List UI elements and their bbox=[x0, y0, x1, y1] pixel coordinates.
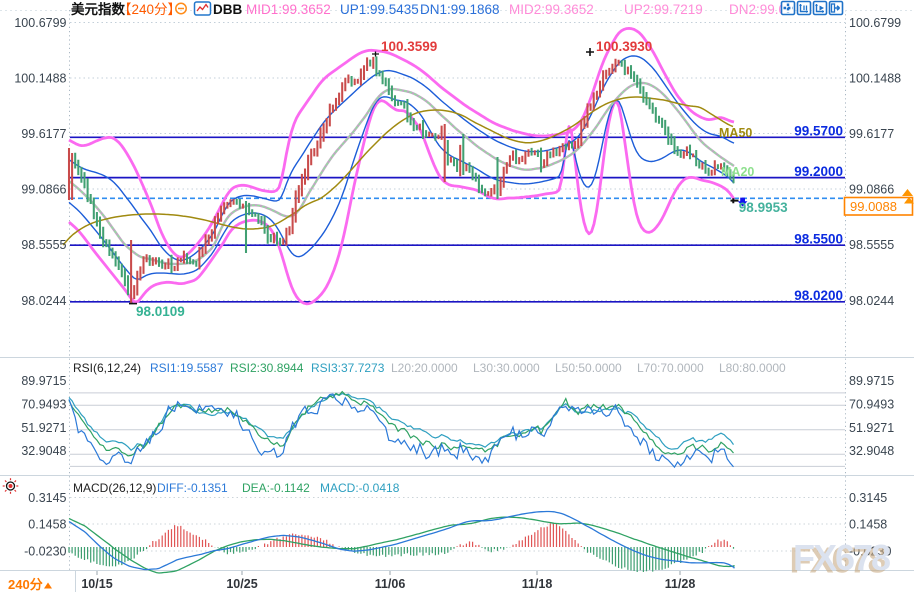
svg-text:98.9953: 98.9953 bbox=[739, 200, 788, 215]
svg-text:UP2:99.7219: UP2:99.7219 bbox=[624, 2, 703, 17]
svg-text:DBB: DBB bbox=[213, 2, 242, 17]
svg-text:99.6177: 99.6177 bbox=[849, 127, 894, 141]
svg-text:70.9493: 70.9493 bbox=[21, 397, 66, 411]
svg-text:100.3930: 100.3930 bbox=[596, 39, 652, 54]
svg-text:89.9715: 89.9715 bbox=[21, 374, 66, 388]
svg-text:240分: 240分 bbox=[8, 577, 43, 592]
svg-text:MACD:-0.0418: MACD:-0.0418 bbox=[320, 481, 400, 495]
svg-text:L20:20.0000: L20:20.0000 bbox=[391, 361, 458, 375]
svg-text:FX678: FX678 bbox=[790, 540, 887, 581]
svg-text:100.3599: 100.3599 bbox=[381, 39, 437, 54]
svg-text:32.9048: 32.9048 bbox=[849, 444, 894, 458]
svg-text:RSI3:37.7273: RSI3:37.7273 bbox=[311, 361, 385, 375]
svg-text:-0.0230: -0.0230 bbox=[24, 545, 66, 559]
svg-text:99.5700: 99.5700 bbox=[794, 123, 843, 138]
svg-text:98.5500: 98.5500 bbox=[794, 231, 843, 246]
svg-text:98.0244: 98.0244 bbox=[21, 294, 66, 308]
svg-text:99.0866: 99.0866 bbox=[21, 183, 66, 197]
svg-text:99.0866: 99.0866 bbox=[849, 183, 894, 197]
svg-text:L80:80.0000: L80:80.0000 bbox=[719, 361, 786, 375]
svg-text:10/25: 10/25 bbox=[226, 577, 257, 591]
svg-text:DN1:99.1868: DN1:99.1868 bbox=[420, 2, 500, 17]
svg-text:98.5555: 98.5555 bbox=[849, 238, 894, 252]
svg-text:L50:50.0000: L50:50.0000 bbox=[555, 361, 622, 375]
svg-text:0.1458: 0.1458 bbox=[849, 518, 887, 532]
svg-text:99.2000: 99.2000 bbox=[794, 164, 843, 179]
svg-text:98.0200: 98.0200 bbox=[794, 288, 843, 303]
svg-text:RSI2:30.8944: RSI2:30.8944 bbox=[230, 361, 304, 375]
svg-text:-0.0230: -0.0230 bbox=[849, 545, 891, 559]
svg-text:99.0088: 99.0088 bbox=[850, 199, 897, 214]
svg-text:UP1:99.5435: UP1:99.5435 bbox=[340, 2, 419, 17]
svg-text:MID2:99.3652: MID2:99.3652 bbox=[509, 2, 594, 17]
svg-text:【240分】: 【240分】 bbox=[118, 2, 181, 17]
svg-text:89.9715: 89.9715 bbox=[849, 374, 894, 388]
svg-text:98.5555: 98.5555 bbox=[21, 238, 66, 252]
svg-text:L30:30.0000: L30:30.0000 bbox=[473, 361, 540, 375]
svg-text:MA20: MA20 bbox=[721, 165, 754, 179]
svg-text:MID1:99.3652: MID1:99.3652 bbox=[246, 2, 331, 17]
svg-text:0.1458: 0.1458 bbox=[28, 518, 66, 532]
svg-text:L70:70.0000: L70:70.0000 bbox=[637, 361, 704, 375]
svg-text:DEA:-0.1142: DEA:-0.1142 bbox=[242, 481, 310, 495]
svg-text:美元指数: 美元指数 bbox=[71, 1, 125, 17]
svg-text:11/06: 11/06 bbox=[375, 577, 406, 591]
svg-text:98.0109: 98.0109 bbox=[136, 304, 185, 319]
svg-text:100.1488: 100.1488 bbox=[14, 72, 66, 86]
svg-text:99.6177: 99.6177 bbox=[21, 127, 66, 141]
svg-text:32.9048: 32.9048 bbox=[21, 444, 66, 458]
svg-text:11/18: 11/18 bbox=[522, 577, 553, 591]
svg-text:100.1488: 100.1488 bbox=[849, 72, 901, 86]
svg-text:51.9271: 51.9271 bbox=[21, 421, 66, 435]
svg-text:DN2:99.0: DN2:99.0 bbox=[729, 2, 786, 17]
svg-text:10/15: 10/15 bbox=[81, 577, 112, 591]
svg-text:MA50: MA50 bbox=[719, 126, 752, 140]
svg-text:RSI(6,12,24): RSI(6,12,24) bbox=[73, 361, 141, 375]
svg-text:100.6799: 100.6799 bbox=[849, 16, 901, 30]
svg-text:11/28: 11/28 bbox=[665, 577, 696, 591]
svg-text:DIFF:-0.1351: DIFF:-0.1351 bbox=[157, 481, 228, 495]
svg-text:100.6799: 100.6799 bbox=[14, 16, 66, 30]
svg-text:MACD(26,12,9): MACD(26,12,9) bbox=[73, 481, 156, 495]
svg-text:98.0244: 98.0244 bbox=[849, 294, 894, 308]
svg-text:FX678: FX678 bbox=[793, 537, 890, 578]
svg-text:51.9271: 51.9271 bbox=[849, 421, 894, 435]
svg-text:70.9493: 70.9493 bbox=[849, 397, 894, 411]
svg-text:0.3145: 0.3145 bbox=[28, 491, 66, 505]
svg-text:0.3145: 0.3145 bbox=[849, 491, 887, 505]
svg-text:RSI1:19.5587: RSI1:19.5587 bbox=[150, 361, 224, 375]
